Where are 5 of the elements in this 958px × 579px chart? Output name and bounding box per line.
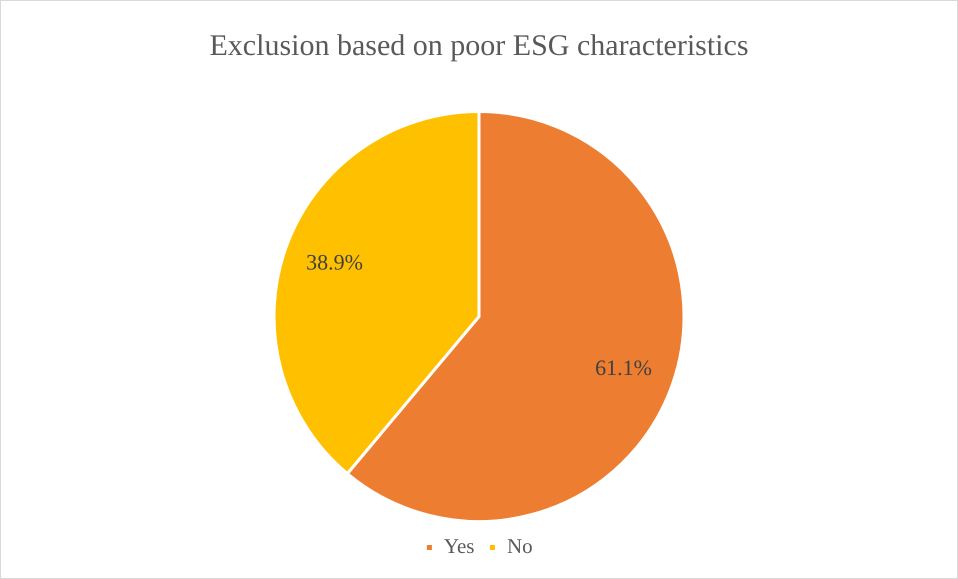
legend-label: Yes: [444, 534, 474, 558]
data-label: 38.9%: [306, 250, 363, 275]
chart-title: Exclusion based on poor ESG characteristics: [209, 28, 749, 62]
data-label: 61.1%: [595, 354, 652, 380]
legend-label: No: [506, 534, 533, 558]
